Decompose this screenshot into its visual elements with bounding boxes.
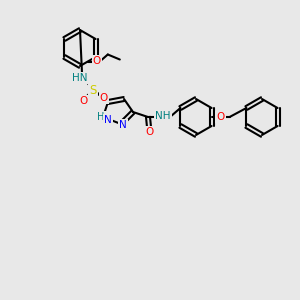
Text: HN: HN [72,73,88,83]
Text: H: H [97,112,105,122]
Text: O: O [100,93,108,103]
Text: S: S [89,83,97,97]
Text: N: N [119,120,127,130]
Text: O: O [79,96,87,106]
Text: O: O [217,112,225,122]
Text: N: N [104,115,112,125]
Text: O: O [93,56,101,67]
Text: O: O [145,127,153,137]
Text: NH: NH [155,111,171,121]
